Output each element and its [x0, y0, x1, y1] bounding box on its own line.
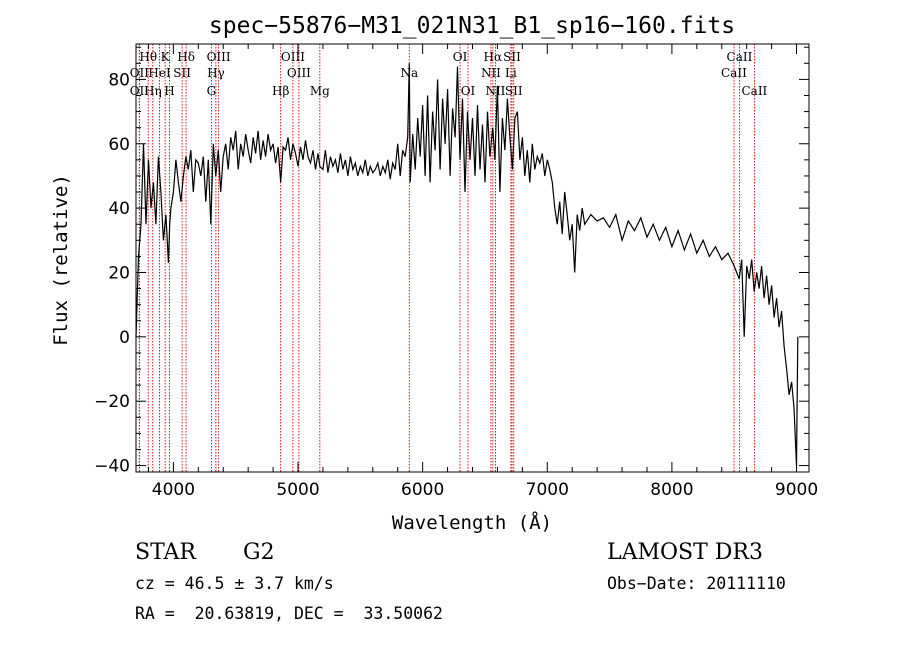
line-marker-label: CaII [727, 50, 753, 64]
line-marker-label: CaII [721, 66, 747, 80]
x-tick-label: 7000 [526, 480, 569, 500]
object-class: STAR [135, 540, 196, 565]
y-tick-label: 0 [119, 328, 130, 348]
line-marker-label: Hδ [177, 50, 195, 64]
line-marker-label: H [164, 84, 174, 98]
line-marker-label: Hβ [272, 84, 289, 98]
line-marker-label: OIII [287, 66, 311, 80]
axis-ticks [136, 44, 809, 472]
redshift-line: cz = 46.5 ± 3.7 km/s [135, 574, 334, 593]
line-marker-label: SII [505, 84, 523, 98]
y-tick-label: 60 [108, 135, 130, 155]
line-marker-label: OI [453, 50, 468, 64]
line-marker-label: Hη [144, 84, 162, 98]
object-subclass: G2 [243, 540, 275, 565]
y-tick-label: −40 [94, 457, 130, 477]
line-marker-label: OII [130, 66, 150, 80]
x-axis-label: Wavelength (Å) [392, 511, 552, 534]
line-marker-label: CaII [741, 84, 767, 98]
line-marker-label: G [207, 84, 217, 98]
line-marker-label: SII [173, 66, 191, 80]
obs-date-line: Obs−Date: 20111110 [607, 574, 786, 593]
line-marker-label: Hθ [139, 50, 157, 64]
line-marker-label: HeI [148, 66, 171, 80]
x-tick-label: 4000 [152, 480, 195, 500]
line-marker-label: Li [505, 66, 517, 80]
y-tick-label: −20 [94, 392, 130, 412]
line-marker-label: NII [481, 66, 501, 80]
line-markers [138, 44, 755, 472]
line-marker-label: K [161, 50, 171, 64]
line-marker-label: OI [461, 84, 476, 98]
line-marker-label: NII [485, 84, 505, 98]
x-tick-label: 9000 [775, 480, 818, 500]
y-tick-label: 80 [108, 70, 130, 90]
x-tick-label: 8000 [650, 480, 693, 500]
y-tick-label: 40 [108, 199, 130, 219]
line-marker-label: SII [503, 50, 521, 64]
line-marker-label: OII [130, 84, 150, 98]
line-marker-label: OIII [207, 50, 231, 64]
chart-title: spec−55876−M31_021N31_B1_sp16−160.fits [209, 13, 735, 39]
y-tick-label: 20 [108, 263, 130, 283]
spectrum-line [135, 63, 799, 466]
line-marker-label: Hα [484, 50, 503, 64]
y-axis-label: Flux (relative) [50, 174, 72, 346]
plot-frame [135, 43, 810, 473]
coordinates-line: RA = 20.63819, DEC = 33.50062 [135, 604, 443, 623]
axis-tick-labels: 4000 5000 6000 7000 8000 9000 −40 −20 0 20 40 60 80 [94, 70, 818, 500]
line-marker-label: Hγ [207, 66, 225, 80]
line-marker-label: OIII [281, 50, 305, 64]
x-tick-label: 5000 [276, 480, 319, 500]
x-tick-label: 6000 [401, 480, 444, 500]
survey-name: LAMOST DR3 [607, 540, 763, 565]
line-marker-label: Mg [310, 84, 330, 98]
